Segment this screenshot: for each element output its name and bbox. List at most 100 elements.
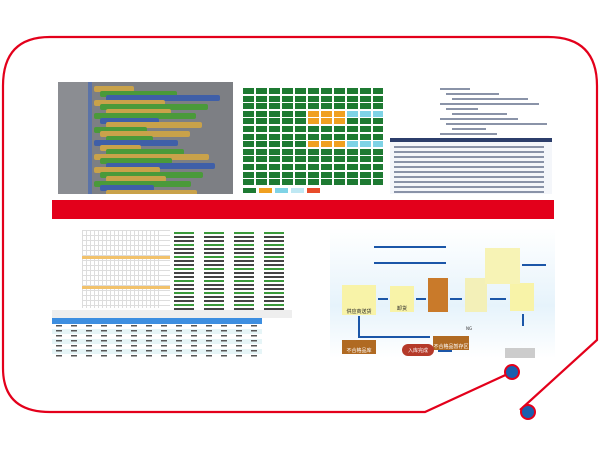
table-mark (204, 248, 224, 250)
table-mark (56, 340, 62, 342)
table-mark (82, 275, 170, 276)
status-cell (334, 110, 345, 117)
table-mark (82, 305, 170, 306)
status-cell (256, 148, 267, 155)
code-block (100, 104, 208, 110)
table-mark (161, 330, 167, 332)
table-mark (174, 252, 194, 254)
table-mark (131, 350, 137, 352)
status-cell (360, 148, 371, 155)
supplier-delivery-label: 供应商送货 (346, 309, 372, 315)
table-mark (251, 340, 257, 342)
table-mark (204, 284, 224, 286)
status-cell (373, 164, 383, 170)
table-mark (174, 240, 194, 242)
status-cell (269, 179, 280, 186)
table-mark (264, 280, 284, 282)
code-line (452, 128, 486, 130)
table-mark (131, 355, 137, 357)
table-mark (101, 330, 107, 332)
table-mark (101, 340, 107, 342)
table-mark (131, 340, 137, 342)
status-cell (334, 179, 345, 186)
table-mark (146, 230, 147, 308)
table-mark (71, 350, 77, 352)
table-mark (204, 244, 224, 246)
table-mark (206, 355, 212, 357)
table-mark (251, 330, 257, 332)
status-cell (282, 164, 293, 170)
status-cell (243, 118, 254, 125)
table-mark (234, 280, 254, 282)
table-mark (174, 232, 194, 234)
table-mark (234, 260, 254, 262)
code-line (446, 108, 478, 110)
status-cell (360, 179, 371, 186)
status-cell (347, 148, 358, 155)
table-mark (234, 292, 254, 294)
table-mark (82, 240, 170, 241)
table-mark (234, 248, 254, 250)
table-mark (236, 350, 242, 352)
status-cell (321, 141, 332, 148)
table-mark (251, 335, 257, 337)
table-mark (204, 232, 224, 234)
table-mark (174, 300, 194, 302)
pending-area-box (428, 278, 448, 312)
table-mark (82, 235, 170, 236)
warehouse-flow-diagram: 供应商送货 卸货 不合格品暂存区 不合格品库 入库完成 NG (330, 228, 555, 358)
status-cell (373, 171, 383, 178)
table-mark (174, 308, 194, 310)
table-mark (204, 264, 224, 266)
table-mark (52, 339, 262, 344)
table-mark (142, 230, 143, 308)
status-cell (256, 164, 267, 170)
table-mark (191, 345, 197, 347)
code-block (106, 95, 220, 101)
table-mark (264, 288, 284, 290)
status-cell (308, 148, 319, 155)
table-mark (122, 230, 123, 308)
reject-staging-box: 不合格品暂存区 (433, 336, 469, 350)
table-mark (221, 350, 227, 352)
table-mark (146, 345, 152, 347)
status-cell (334, 118, 345, 125)
table-mark (251, 345, 257, 347)
inspection-box (465, 278, 487, 312)
log-line (394, 171, 544, 173)
status-cell (295, 156, 306, 163)
status-cell (243, 171, 254, 178)
status-cell (269, 133, 280, 140)
status-cell (256, 179, 267, 186)
table-mark (264, 296, 284, 298)
status-cell (308, 164, 319, 170)
table-mark (71, 345, 77, 347)
table-mark (236, 355, 242, 357)
reject-staging-label: 不合格品暂存区 (433, 344, 469, 350)
table-mark (56, 330, 62, 332)
scan-box (505, 348, 535, 358)
code-block (106, 122, 202, 128)
status-cell (295, 88, 306, 94)
table-mark (221, 335, 227, 337)
table-mark (236, 325, 242, 327)
table-mark (176, 345, 182, 347)
log-line (394, 161, 544, 163)
code-block (94, 153, 209, 160)
table-mark (82, 280, 170, 281)
table-mark (191, 335, 197, 337)
table-mark (191, 340, 197, 342)
status-cell (360, 95, 371, 102)
table-mark (101, 350, 107, 352)
status-cell (243, 141, 254, 148)
status-cell (243, 179, 254, 186)
code-block (100, 158, 172, 164)
table-mark (234, 272, 254, 274)
code-line (440, 133, 497, 135)
table-mark (191, 325, 197, 327)
table-mark (106, 230, 107, 308)
table-mark (138, 230, 139, 308)
table-mark (56, 345, 62, 347)
status-cell (373, 88, 383, 94)
